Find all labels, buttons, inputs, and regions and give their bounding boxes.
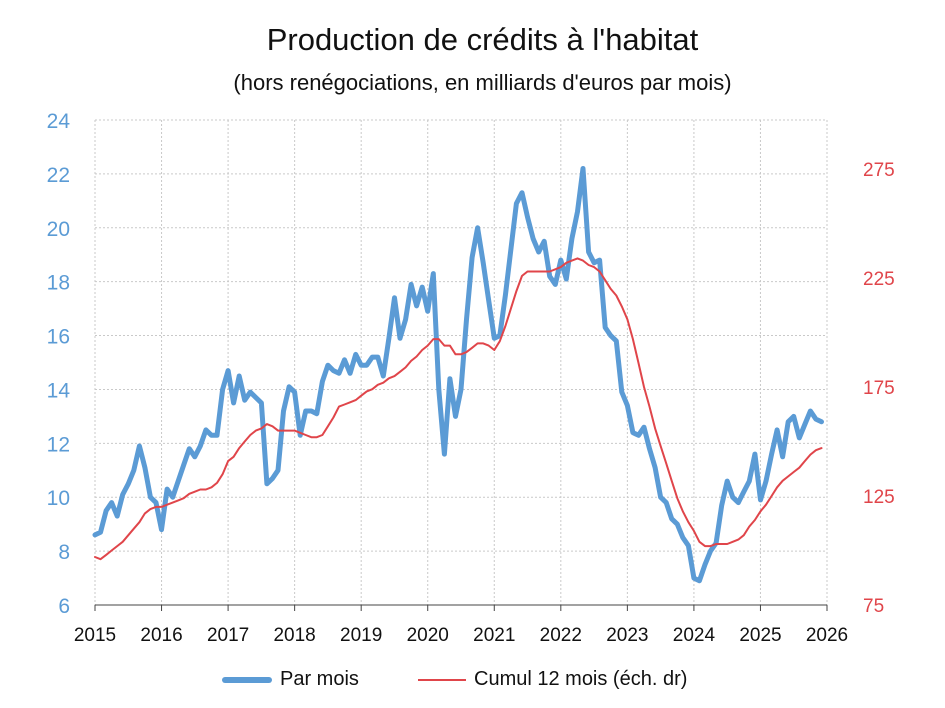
series-line-cumul-12-mois bbox=[94, 257, 823, 561]
y-right-tick-label: 225 bbox=[863, 269, 895, 290]
legend-item-par-mois: Par mois bbox=[222, 668, 359, 691]
x-tick-label: 2016 bbox=[140, 625, 182, 646]
legend-label-par-mois: Par mois bbox=[280, 668, 359, 690]
x-tick-label: 2017 bbox=[207, 625, 249, 646]
legend-swatch-red bbox=[418, 678, 466, 681]
x-tick-label: 2015 bbox=[74, 625, 116, 646]
y-left-tick-label: 20 bbox=[47, 218, 70, 241]
y-right-tick-label: 125 bbox=[863, 487, 895, 508]
legend-label-cumul: Cumul 12 mois (éch. dr) bbox=[474, 668, 688, 690]
y-left-tick-label: 24 bbox=[47, 110, 71, 133]
x-tick-label: 2026 bbox=[806, 625, 848, 646]
x-tick-label: 2021 bbox=[473, 625, 515, 646]
plot-area bbox=[92, 166, 824, 584]
y-left-tick-label: 8 bbox=[58, 541, 70, 564]
x-tick-label: 2024 bbox=[673, 625, 716, 646]
y-right-tick-label: 275 bbox=[863, 160, 895, 181]
x-tick-label: 2022 bbox=[540, 625, 582, 646]
y-left-tick-label: 16 bbox=[47, 326, 70, 349]
y-left-tick-label: 6 bbox=[58, 595, 70, 618]
x-tick-label: 2018 bbox=[273, 625, 315, 646]
chart-title: Production de crédits à l'habitat bbox=[266, 22, 699, 57]
y-axis-right: 75 125 175 225 275 bbox=[863, 160, 895, 617]
y-right-tick-label: 175 bbox=[863, 378, 895, 399]
y-right-tick-label: 75 bbox=[863, 596, 884, 617]
legend-item-cumul: Cumul 12 mois (éch. dr) bbox=[418, 668, 687, 691]
x-tick-label: 2025 bbox=[739, 625, 781, 646]
y-left-tick-label: 12 bbox=[47, 433, 70, 456]
x-tick-label: 2019 bbox=[340, 625, 382, 646]
x-tick-label: 2020 bbox=[407, 625, 449, 646]
x-axis: 2015 2016 2017 2018 2019 2020 2021 2022 2023 2024… bbox=[74, 604, 848, 646]
chart-subtitle: (hors renégociations, en milliards d'eur… bbox=[233, 70, 732, 95]
gridlines bbox=[94, 119, 828, 605]
y-left-tick-label: 10 bbox=[47, 487, 70, 510]
y-left-tick-label: 18 bbox=[47, 272, 70, 295]
series-line-par-mois bbox=[92, 166, 824, 584]
y-axis-left: 6 8 10 12 14 16 18 20 22 24 bbox=[47, 110, 71, 618]
y-left-tick-label: 22 bbox=[47, 164, 70, 187]
legend-swatch-blue bbox=[222, 676, 272, 683]
x-tick-label: 2023 bbox=[606, 625, 648, 646]
y-left-tick-label: 14 bbox=[47, 379, 71, 402]
